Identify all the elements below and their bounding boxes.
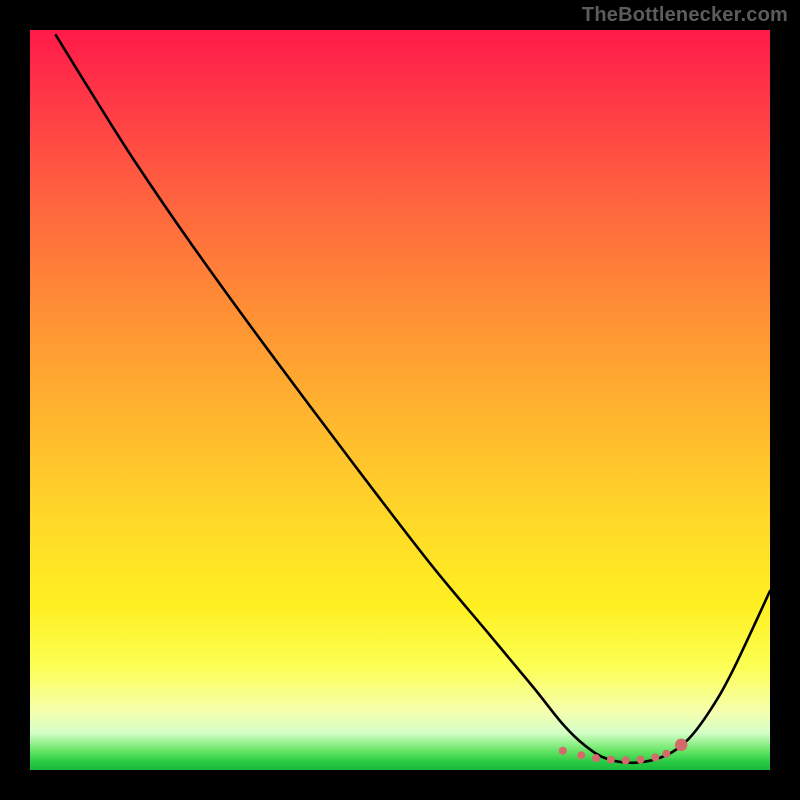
valley-markers [559,739,688,765]
plot-area [30,30,770,770]
bottleneck-curve [56,35,770,763]
watermark-label: TheBottlenecker.com [582,4,788,27]
valley-marker [592,754,600,762]
valley-marker [651,753,659,761]
valley-marker [607,756,615,764]
chart-root: TheBottlenecker.com [0,0,800,800]
valley-marker [559,747,567,755]
valley-marker-end [675,739,687,751]
valley-marker [637,756,645,764]
plot-svg [30,30,770,770]
valley-marker [662,750,670,758]
valley-marker [622,756,630,764]
valley-marker [577,751,585,759]
